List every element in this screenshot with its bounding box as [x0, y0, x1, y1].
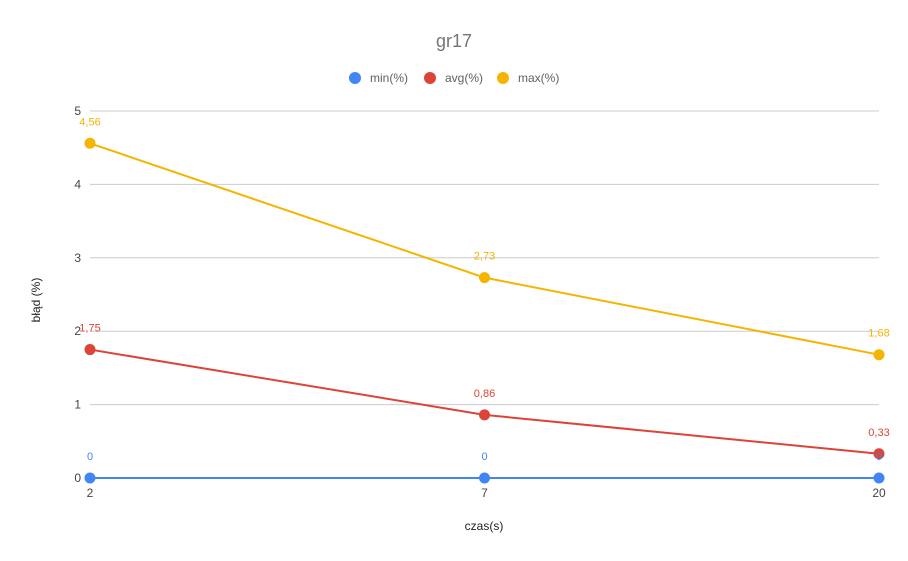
y-tick-label: 0 — [74, 471, 81, 485]
y-tick-label: 3 — [74, 251, 81, 265]
legend-marker — [497, 72, 509, 84]
y-tick-label: 1 — [74, 398, 81, 412]
series-line — [89, 142, 880, 356]
data-label: 2,73 — [474, 251, 495, 263]
data-label: 0 — [481, 451, 487, 463]
legend-label: max(%) — [518, 71, 559, 85]
data-label: 1,68 — [868, 328, 889, 340]
legend-marker — [349, 72, 361, 84]
data-point — [479, 472, 490, 484]
data-label: 4,56 — [79, 116, 100, 128]
data-point — [873, 448, 885, 460]
y-tick-label: 5 — [74, 104, 81, 118]
y-axis-title: błąd (%) — [29, 278, 43, 323]
data-point — [873, 349, 885, 361]
data-point — [479, 409, 490, 421]
legend-marker — [424, 72, 436, 84]
series-line — [89, 348, 880, 455]
data-point — [479, 272, 490, 284]
data-point — [84, 137, 96, 149]
data-point — [873, 472, 885, 484]
chart-title: gr17 — [436, 31, 472, 51]
data-point — [84, 344, 96, 356]
data-label: 0 — [87, 451, 93, 463]
legend: min(%) avg(%) max(%) — [349, 71, 559, 85]
gridlines — [90, 110, 879, 479]
x-axis-title: czas(s) — [465, 519, 504, 533]
x-axis-ticks: 2 7 20 — [87, 486, 886, 500]
y-axis-ticks: 0 1 2 3 4 5 — [74, 104, 81, 485]
y-tick-label: 4 — [74, 177, 81, 191]
data-label: 0 — [876, 451, 882, 463]
x-tick-label: 20 — [872, 486, 886, 500]
x-tick-label: 7 — [481, 486, 488, 500]
series-group — [84, 137, 885, 484]
data-labels: 0 0 0 1,75 0,86 0,33 4,56 2,73 1,68 — [79, 116, 889, 463]
data-label: 1,75 — [79, 323, 100, 335]
data-label: 0,33 — [868, 427, 889, 439]
x-tick-label: 2 — [87, 486, 94, 500]
legend-label: min(%) — [370, 71, 408, 85]
y-tick-label: 2 — [74, 324, 81, 338]
legend-label: avg(%) — [445, 71, 483, 85]
data-point — [84, 472, 96, 484]
data-label: 0,86 — [474, 388, 495, 400]
